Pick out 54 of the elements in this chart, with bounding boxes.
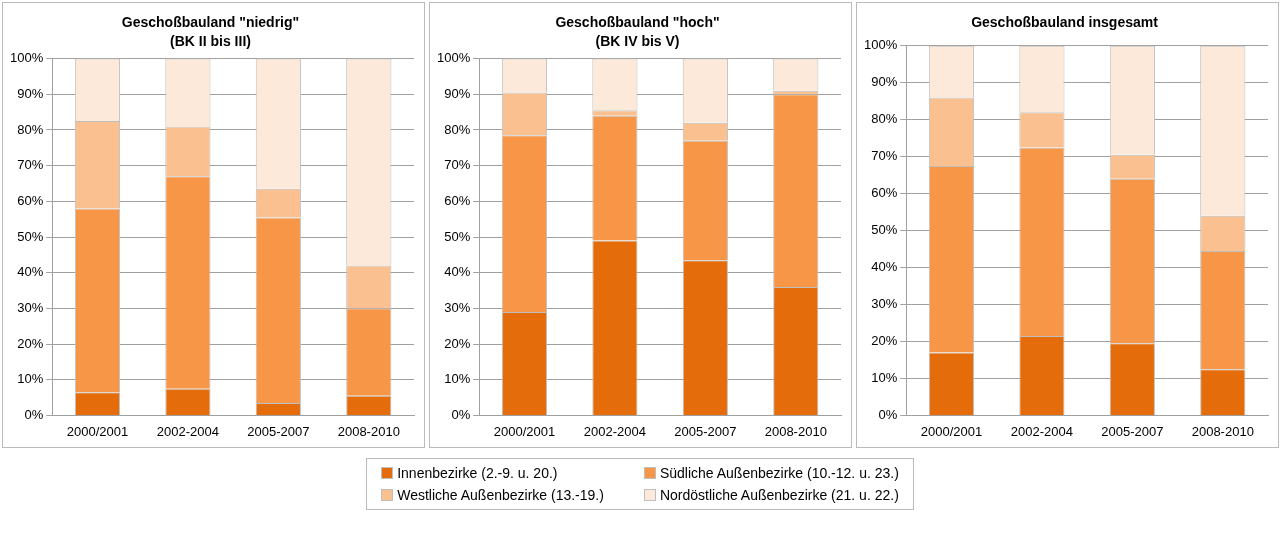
y-tick-label: 60% [871, 185, 898, 201]
x-tick-label: 2005-2007 [247, 423, 310, 439]
x-tick-label: 2008-2010 [764, 423, 827, 439]
y-tick-label: 80% [17, 121, 44, 137]
y-tick-label: 100% [10, 50, 44, 66]
y-tick-label: 10% [444, 371, 471, 387]
y-tick-label: 80% [444, 121, 471, 137]
chart-title: Geschoßbauland "hoch" [555, 14, 720, 31]
y-tick-label: 90% [444, 85, 471, 101]
y-tick-label: 90% [17, 85, 44, 101]
y-tick-label: 20% [871, 333, 898, 349]
legend-label: Westliche Außenbezirke (13.-19.) [397, 487, 604, 503]
y-tick-label: 60% [17, 192, 44, 208]
y-tick-label: 40% [871, 259, 898, 275]
chart-title: Geschoßbauland "niedrig" [121, 14, 300, 31]
legend-label: Südliche Außenbezirke (10.-12. u. 23.) [659, 465, 899, 481]
y-tick-label: 50% [444, 228, 471, 244]
y-tick-label: 0% [878, 406, 898, 422]
y-tick-label: 30% [444, 299, 471, 315]
x-tick-label: 2002-2004 [1010, 423, 1073, 439]
chart-title: Geschoßbauland insgesamt [971, 14, 1159, 31]
y-tick-label: 30% [17, 299, 44, 315]
x-tick-label: 2000/2001 [920, 423, 983, 439]
y-tick-label: 90% [871, 74, 898, 90]
y-tick-label: 40% [17, 264, 44, 280]
x-tick-label: 2000/2001 [66, 423, 129, 439]
x-tick-label: 2005-2007 [674, 423, 737, 439]
y-tick-label: 50% [871, 222, 898, 238]
y-tick-label: 100% [864, 37, 898, 53]
legend-label: Innenbezirke (2.-9. u. 20.) [397, 465, 558, 481]
legend-label: Nordöstliche Außenbezirke (21. u. 22.) [659, 487, 899, 503]
y-tick-label: 50% [17, 228, 44, 244]
y-tick-label: 60% [444, 192, 471, 208]
x-tick-label: 2005-2007 [1101, 423, 1164, 439]
x-tick-label: 2002-2004 [583, 423, 646, 439]
y-tick-label: 100% [437, 50, 471, 66]
x-tick-label: 2002-2004 [156, 423, 219, 439]
y-tick-label: 70% [871, 148, 898, 164]
chart-subtitle: (BK IV bis V) [595, 33, 680, 50]
y-tick-label: 20% [17, 335, 44, 351]
y-tick-label: 0% [24, 406, 44, 422]
y-tick-label: 20% [444, 335, 471, 351]
y-tick-label: 10% [871, 370, 898, 386]
y-tick-label: 70% [17, 157, 44, 173]
x-tick-label: 2000/2001 [493, 423, 556, 439]
y-tick-label: 70% [444, 157, 471, 173]
y-tick-label: 40% [444, 264, 471, 280]
y-tick-label: 80% [871, 111, 898, 127]
y-tick-label: 30% [871, 296, 898, 312]
x-tick-label: 2008-2010 [337, 423, 400, 439]
y-tick-label: 0% [451, 406, 471, 422]
chart-subtitle: (BK II bis III) [170, 33, 251, 50]
y-tick-label: 10% [17, 371, 44, 387]
x-tick-label: 2008-2010 [1191, 423, 1254, 439]
